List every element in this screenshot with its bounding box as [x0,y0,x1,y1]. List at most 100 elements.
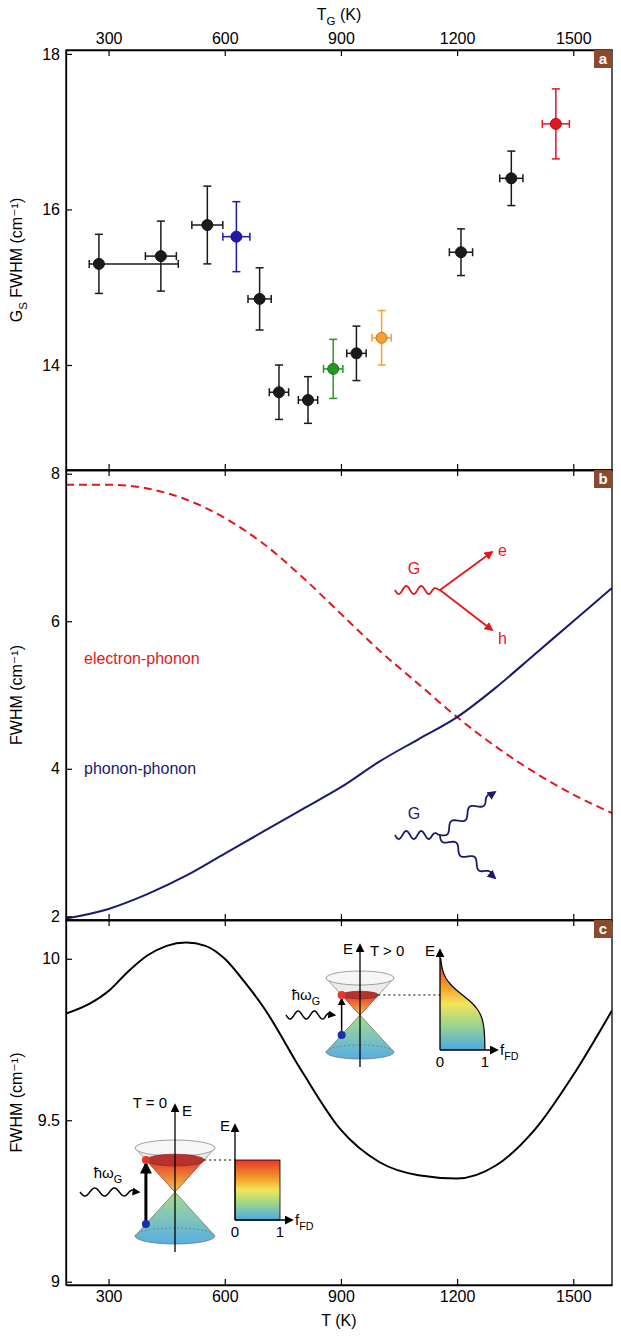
tick-mark [225,1279,226,1285]
axis-line [67,1285,613,1286]
x-error-cap [499,174,501,182]
panel: electron-phononphonon-phononGehG2468FWHM… [8,465,613,925]
dist-f-axis [235,1219,292,1220]
figure: 14161830060090012001500GS FWHM (cm⁻¹)TG … [0,0,621,1337]
energy-label: E [343,940,353,957]
y-axis: 141618 [42,46,72,471]
dist-energy-label: E [425,942,435,959]
tick-mark [225,470,226,476]
tick-label: 900 [328,30,355,47]
data-point [550,118,561,129]
text-run: ħω [94,1164,114,1181]
x-error-cap [371,334,373,342]
error-bars [223,202,250,272]
photon-wave [80,1188,139,1196]
y-error-cap [378,310,386,312]
energy-axis [359,945,360,1067]
x-axis-bottom: 30060090012001500 [67,1279,613,1305]
tick-mark [457,1279,458,1285]
subscript: G [114,1173,122,1185]
axis-line [66,921,67,1286]
tick-label: 9.5 [38,1112,60,1129]
tick-mark [66,474,72,475]
tick [109,470,110,476]
tick-mark [66,959,72,960]
axis-line [66,471,67,921]
x-error-cap [269,388,271,396]
tick [341,914,342,920]
tick-label: 1500 [556,30,592,47]
y-error-cap [552,88,560,90]
data-point [155,251,166,262]
x-error-cap [472,248,474,256]
tick-mark [108,914,109,920]
text-run: (K) [335,6,361,23]
tick [457,920,458,926]
dist-tick-label: 0 [436,1053,444,1070]
phonon-wave-arrow [440,792,495,835]
fermi-dirac-fill [440,958,485,1050]
x-error-cap [317,396,319,404]
tick-mark [457,914,458,920]
tick-mark [225,914,226,920]
tick [225,470,226,476]
panel: T = 0EħωGEfFD01T > 0EħωGEfFD0199.5103006… [8,920,613,1329]
tick: 16 [42,201,72,218]
tick-mark [108,464,109,470]
tick-label: 10 [42,950,60,967]
tick [109,464,110,470]
hole-arrow [440,590,492,630]
tick: 1500 [556,30,592,56]
tick-label: 14 [42,357,60,374]
axis-line [67,50,613,51]
tick-mark [573,470,574,476]
x-error-cap [222,233,224,241]
plot-frame [66,920,612,1285]
dist-f-axis [440,1049,497,1050]
tick: 600 [212,1279,239,1305]
panel-letter: c [599,920,607,937]
tick [457,470,458,476]
y-error-cap [203,185,211,187]
x-error-cap [342,365,344,373]
tick: 4 [51,760,72,777]
tick: 10 [42,950,72,967]
axis-line [67,470,613,471]
text-run: ħω [292,986,312,1003]
tick-mark [66,1282,72,1283]
error-bars [372,311,391,365]
tick: 900 [328,1279,355,1305]
y-error-cap [329,339,337,341]
tick: 8 [51,465,72,482]
tick-mark [341,470,342,476]
annotation-icons [395,552,495,878]
annotation: e [498,542,507,559]
dist-tick-label: 1 [276,1223,284,1240]
tick [109,914,110,920]
x-error-cap [222,221,224,229]
y-axis-title: GS FWHM (cm⁻¹) [8,198,29,323]
y-axis: 2468 [51,465,72,925]
y-error-cap [304,423,312,425]
tick-label: 1500 [556,1288,592,1305]
y-error-cap [457,228,465,230]
fermi-dirac-curve [441,958,485,1050]
x-error-cap [449,248,451,256]
tick [225,464,226,470]
y-error-cap [157,290,165,292]
tick-mark [341,920,342,926]
series-line [66,485,612,813]
data-point [254,293,265,304]
x-axis-top: 30060090012001500 [67,30,613,56]
tick-mark [66,621,72,622]
tick-label: 4 [51,760,60,777]
tick-label: 300 [96,1288,123,1305]
tick-mark [225,50,226,56]
tick-mark [66,54,72,55]
axis-line [67,920,613,921]
dist-tick-label: 0 [231,1223,239,1240]
phonon-wave [395,586,440,594]
tick-mark [457,470,458,476]
tick-mark [457,464,458,470]
tick [573,470,574,476]
